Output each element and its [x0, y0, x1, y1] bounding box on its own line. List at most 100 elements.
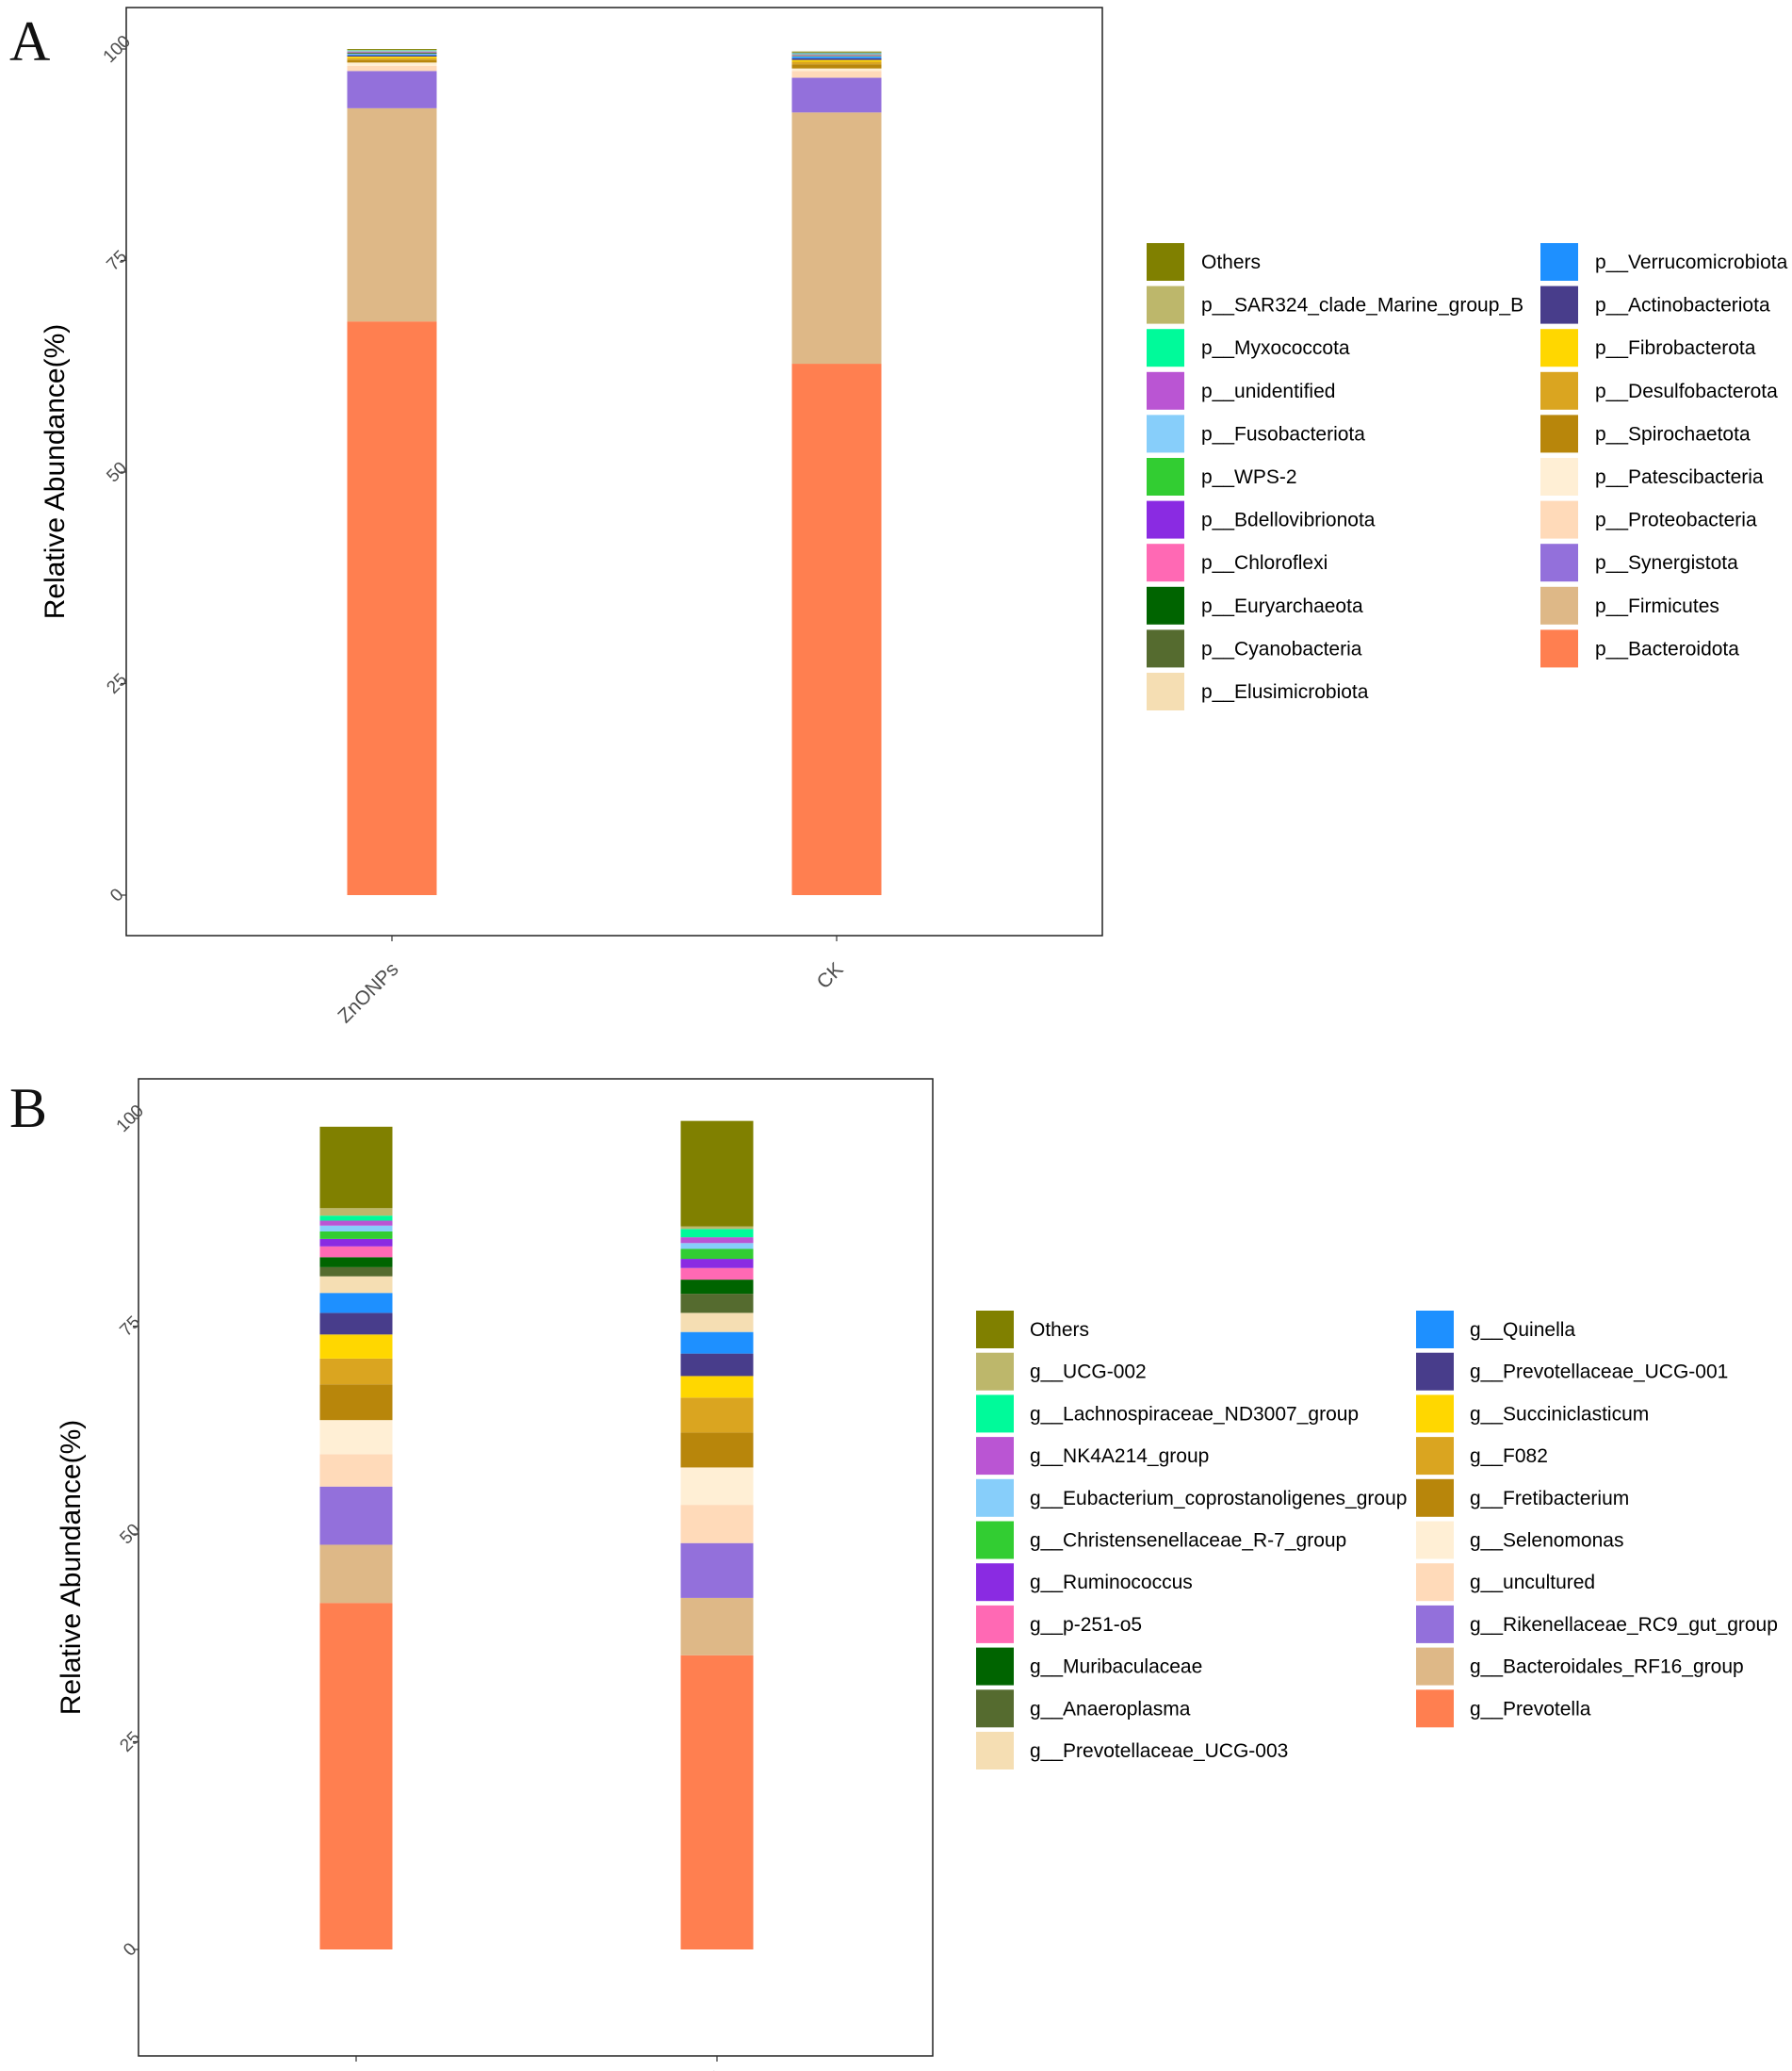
legend-swatch [1416, 1563, 1454, 1602]
bar-segment [347, 59, 437, 63]
legend-swatch [1416, 1437, 1454, 1476]
legend-label: g__Bacteroidales_RF16_group [1470, 1656, 1744, 1678]
legend-label: p__Fibrobacterota [1595, 337, 1756, 359]
bar-segment [680, 1597, 754, 1655]
bar-segment [347, 65, 437, 72]
bar-segment [680, 1397, 754, 1433]
bar-segment [319, 1231, 393, 1239]
legend-label: g__Prevotellaceae_UCG-003 [1030, 1740, 1288, 1762]
legend-swatch [1147, 458, 1184, 496]
bar-segment [319, 1246, 393, 1258]
legend-swatch [1540, 329, 1578, 367]
legend-label: g__Lachnospiraceae_ND3007_group [1030, 1403, 1359, 1425]
bar-segment [791, 77, 882, 113]
bar-segment [791, 51, 882, 53]
legend-label: p__Myxococcota [1201, 337, 1350, 359]
bar-segment [319, 1384, 393, 1421]
legend-swatch [976, 1352, 1014, 1391]
legend-label: g__Eubacterium_coprostanoligenes_group [1030, 1488, 1407, 1509]
panel-label: B [9, 1077, 47, 1139]
bar-segment [680, 1243, 754, 1249]
legend-label: g__Selenomonas [1470, 1530, 1623, 1552]
y-tick-label: 100 [113, 1101, 148, 1136]
bar-segment [680, 1259, 754, 1268]
bar-segment [680, 1120, 754, 1227]
bar-segment [319, 1208, 393, 1216]
bar-segment [680, 1226, 754, 1230]
legend-swatch [1540, 544, 1578, 582]
legend-label: g__Prevotellaceae_UCG-001 [1470, 1362, 1728, 1383]
bar-segment [680, 1237, 754, 1244]
y-axis-label: Relative Abundance(%) [40, 324, 71, 620]
legend-label: p__Cyanobacteria [1201, 638, 1362, 660]
legend-label: g__Quinella [1470, 1319, 1575, 1341]
bar-segment [680, 1505, 754, 1543]
bar-segment [347, 71, 437, 108]
bar-segment [791, 61, 882, 65]
legend-label: p__WPS-2 [1201, 466, 1297, 488]
legend-swatch [976, 1311, 1014, 1348]
legend-label: p__Spirochaetota [1595, 423, 1751, 445]
plot-frame [125, 7, 1103, 937]
bar-segment [791, 59, 882, 62]
bar-segment [347, 321, 437, 895]
bar-segment [319, 1215, 393, 1221]
bar-segment [680, 1229, 754, 1238]
bar-segment [319, 1486, 393, 1545]
y-tick-label: 50 [116, 1520, 144, 1548]
legend-swatch [1540, 458, 1578, 496]
legend-label: p__Synergistota [1595, 552, 1738, 574]
legend-swatch [976, 1394, 1014, 1433]
legend-label: g__Rikenellaceae_RC9_gut_group [1470, 1614, 1778, 1636]
bar-segment [319, 1293, 393, 1313]
legend-label: p__SAR324_clade_Marine_group_B [1201, 295, 1523, 317]
legend-label: g__Prevotella [1470, 1698, 1591, 1720]
x-tick-label: ZnONPs [298, 2067, 367, 2071]
bar-segment [347, 57, 437, 60]
bar-segment [347, 49, 437, 50]
legend-swatch [1147, 243, 1184, 281]
legend-label: p__Bacteroidota [1595, 638, 1739, 660]
y-axis-label: Relative Abundance(%) [56, 1420, 87, 1716]
legend-swatch [1147, 329, 1184, 367]
bar-segment [680, 1248, 754, 1260]
legend-label: g__Muribaculaceae [1030, 1656, 1202, 1678]
bar-segment [319, 1257, 393, 1267]
legend-swatch [1147, 371, 1184, 410]
x-tick-label: CK [813, 958, 848, 993]
y-tick-label: 25 [116, 1728, 144, 1756]
bar-segment [319, 1313, 393, 1335]
legend-swatch [976, 1478, 1014, 1517]
bar-segment [680, 1280, 754, 1295]
bar-segment [680, 1294, 754, 1313]
legend-swatch [1416, 1689, 1454, 1728]
legend-swatch [1540, 586, 1578, 625]
legend-swatch [1540, 243, 1578, 281]
legend-swatch [1540, 629, 1578, 668]
bar-segment [319, 1276, 393, 1294]
bar-segment [347, 54, 437, 56]
legend-label: p__Verrucomicrobiota [1595, 252, 1788, 273]
bar-segment [791, 68, 882, 72]
bar-segment [319, 1238, 393, 1247]
legend-label: g__Ruminococcus [1030, 1572, 1193, 1593]
legend-label: g__uncultured [1470, 1572, 1595, 1593]
legend-swatch [976, 1689, 1014, 1728]
legend-swatch [1416, 1647, 1454, 1686]
legend-swatch [976, 1521, 1014, 1559]
legend-swatch [1416, 1605, 1454, 1643]
bar-segment [680, 1331, 754, 1354]
legend-label: p__Desulfobacterota [1595, 381, 1778, 402]
legend-swatch [1147, 285, 1184, 324]
legend-swatch [1147, 500, 1184, 539]
bar-segment [319, 1334, 393, 1359]
bar-segment [680, 1313, 754, 1332]
bar-segment [791, 364, 882, 895]
legend: Others p__SAR324_clade_Marine_group_B p__M… [1147, 243, 1788, 710]
legend-swatch [976, 1732, 1014, 1769]
bar-segment [319, 1603, 393, 1949]
legend-label: g__UCG-002 [1030, 1362, 1147, 1383]
legend-swatch [976, 1437, 1014, 1476]
